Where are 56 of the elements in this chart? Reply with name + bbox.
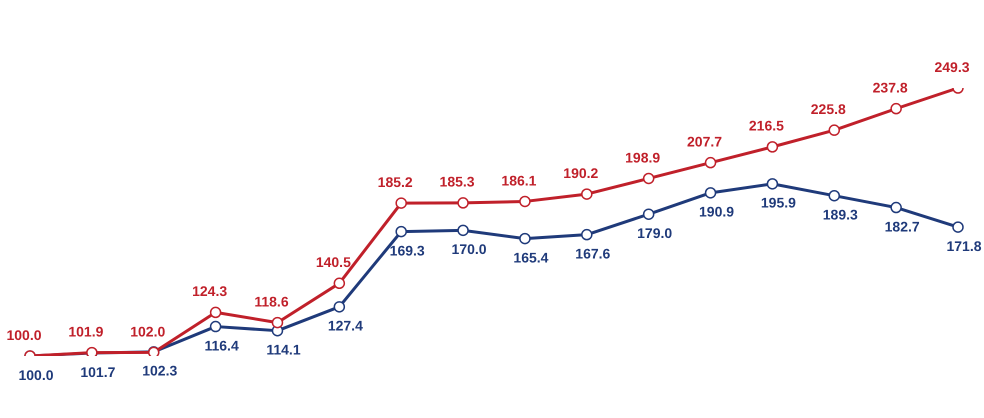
- data-label: 170.0: [452, 241, 487, 258]
- data-label: 185.3: [440, 174, 475, 190]
- data-label: 185.2: [378, 174, 413, 190]
- point: [457, 197, 469, 209]
- data-label: 207.7: [687, 134, 722, 150]
- point: [210, 306, 222, 318]
- point: [828, 190, 840, 202]
- point: [642, 172, 654, 184]
- data-label: 237.8: [872, 80, 908, 96]
- data-label: 179.0: [637, 225, 672, 242]
- point: [519, 232, 531, 244]
- data-label: 140.5: [316, 254, 352, 270]
- data-label: 225.8: [810, 101, 846, 118]
- data-label: 101.9: [68, 323, 104, 340]
- data-label: 118.6: [254, 293, 289, 310]
- data-label: 102.3: [142, 362, 178, 379]
- point: [828, 124, 840, 136]
- point: [581, 188, 593, 200]
- data-label: 216.5: [748, 118, 784, 134]
- data-label: 171.8: [946, 238, 982, 254]
- data-label: 169.3: [390, 242, 425, 258]
- point: [642, 208, 654, 220]
- data-label: 102.0: [130, 323, 166, 340]
- data-label: 186.1: [501, 172, 537, 188]
- data-label: 127.4: [328, 318, 364, 334]
- point: [272, 316, 284, 328]
- data-label: 124.3: [192, 283, 228, 300]
- data-label: 249.3: [934, 58, 970, 75]
- point: [334, 278, 346, 290]
- point: [766, 141, 778, 153]
- point: [334, 301, 346, 313]
- point: [704, 187, 716, 199]
- point: [890, 102, 902, 114]
- data-label: 190.2: [563, 164, 599, 181]
- data-label: 114.1: [266, 342, 301, 358]
- point: [457, 224, 469, 236]
- data-label: 189.3: [822, 206, 858, 223]
- data-label: 195.9: [760, 194, 796, 211]
- point: [395, 226, 407, 238]
- data-label: 116.4: [204, 337, 239, 354]
- point: [704, 156, 716, 168]
- point: [766, 178, 778, 190]
- data-label: 190.9: [699, 204, 734, 220]
- point: [952, 221, 964, 233]
- point: [890, 202, 902, 214]
- data-label: 100.0: [6, 326, 42, 343]
- data-label: 182.7: [884, 218, 920, 234]
- point: [395, 197, 407, 209]
- data-label: 167.6: [575, 246, 611, 262]
- data-label: 101.7: [80, 364, 116, 380]
- point: [581, 228, 593, 240]
- data-label: 165.4: [513, 249, 549, 266]
- data-label: 198.9: [625, 149, 660, 166]
- point: [210, 320, 222, 332]
- data-label: 100.0: [18, 366, 54, 383]
- point: [519, 196, 531, 208]
